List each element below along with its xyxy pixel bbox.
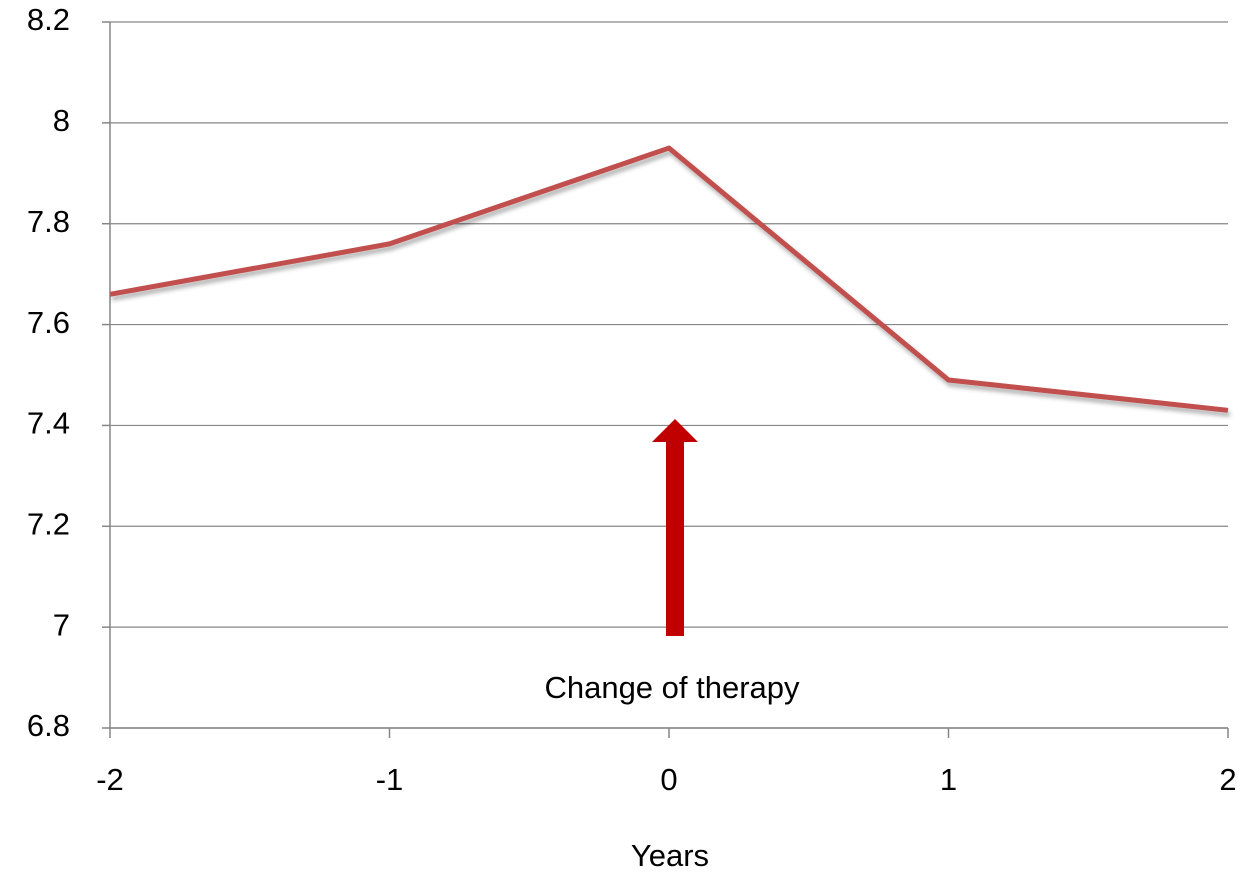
annotation-arrow-head <box>652 419 698 442</box>
x-tick-label: 0 <box>660 762 677 797</box>
x-tick-label: -2 <box>96 762 124 797</box>
data-line <box>109 145 1229 413</box>
y-tick-label: 8 <box>53 103 70 138</box>
y-tick-label: 8.2 <box>27 2 70 37</box>
y-tick-label: 7.2 <box>27 506 70 541</box>
x-tick-label: -1 <box>376 762 404 797</box>
marks <box>109 145 1229 413</box>
y-tick-label: 7.4 <box>27 406 70 441</box>
ticks: 6.8 7 7.2 7.4 7.6 7.8 8 8.2 -2 -1 0 1 2 <box>27 2 1237 797</box>
y-tick-label: 7.6 <box>27 305 70 340</box>
y-tick-label: 6.8 <box>27 708 70 743</box>
x-axis-label: Years <box>631 838 709 873</box>
y-tick-label: 7.8 <box>27 204 70 239</box>
y-tick-label: 7 <box>53 607 70 642</box>
x-tick-label: 1 <box>940 762 957 797</box>
x-tick-label: 2 <box>1219 762 1236 797</box>
annotation-arrow-shaft <box>666 440 684 636</box>
annotation: Change of therapy <box>544 670 800 705</box>
